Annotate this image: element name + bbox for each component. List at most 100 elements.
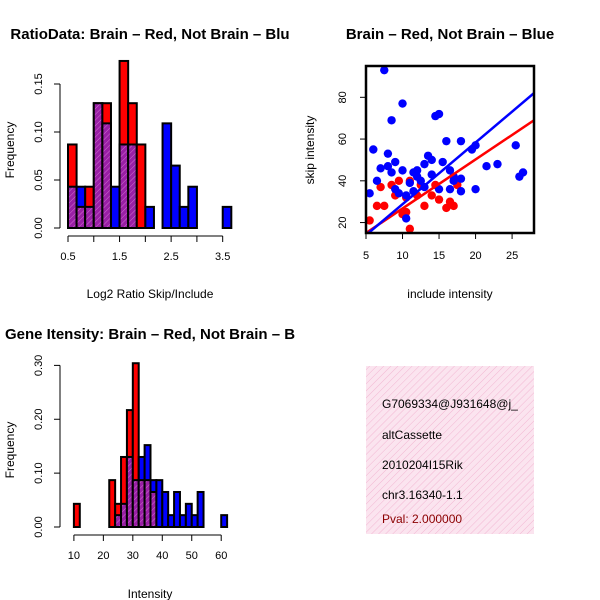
intensity-bar-15	[161, 490, 170, 528]
brain-point	[420, 201, 429, 211]
ratio-bar-12	[170, 164, 181, 230]
not-brain-point	[434, 184, 444, 194]
intensity-bar-25	[220, 514, 229, 528]
brain-fit-line	[366, 119, 534, 233]
ratio-bar-5	[109, 185, 121, 229]
ratio-overlap-bar-4	[101, 122, 112, 229]
scatter-frame	[364, 64, 536, 235]
brain-point	[434, 195, 444, 204]
gene-intensity-ylabel: Frequency	[3, 422, 17, 479]
scatter-x-tick-label: 10	[396, 250, 408, 262]
intensity-x-tick-label: 40	[156, 550, 168, 562]
brain-point	[449, 201, 458, 211]
intensity-y-tick-label: 0.10	[33, 462, 45, 483]
ratio-overlap-bar-3	[92, 102, 104, 229]
not-brain-point	[398, 166, 407, 175]
event-type: altCassette	[382, 428, 442, 442]
scatter-x-tick-label: 20	[469, 250, 481, 262]
not-brain-fit-line	[366, 92, 534, 233]
not-brain-point	[369, 145, 378, 154]
gene-intensity-xlabel: Intensity	[128, 587, 173, 600]
scatter-x-tick-label: 5	[363, 250, 369, 262]
ratio-bar-14	[187, 185, 198, 229]
pval-text: Pval: 2.000000	[382, 512, 462, 526]
not-brain-point	[405, 178, 415, 188]
ratio-y-tick-label: 0.05	[33, 169, 45, 190]
ratio-histogram-title: RatioData: Brain – Red, Not Brain – Blu	[10, 26, 289, 43]
brain-point	[376, 182, 385, 192]
ratio-x-tick-label: 1.5	[112, 251, 127, 263]
not-brain-point	[376, 164, 385, 173]
not-brain-point	[420, 159, 429, 169]
ratio-histogram-ylabel: Frequency	[3, 122, 17, 179]
intensity-bar-21	[196, 490, 205, 528]
scatter-y-tick-label: 80	[337, 91, 349, 103]
not-brain-point	[445, 184, 455, 194]
not-brain-point	[387, 168, 396, 177]
cluster-id: chr3.16340-1.1	[382, 488, 463, 502]
ratio-overlap-bar-0	[67, 185, 78, 229]
ratio-x-tick-label: 3.5	[215, 251, 230, 263]
intensity-x-tick-label: 30	[127, 550, 139, 562]
not-brain-point	[394, 189, 404, 198]
not-brain-point	[456, 136, 466, 146]
brain-point	[405, 224, 415, 233]
intensity-scatter-ylabel: skip intensity	[303, 116, 317, 185]
not-brain-point	[387, 116, 396, 125]
not-brain-point	[398, 99, 407, 108]
ratio-bar-11	[161, 122, 173, 229]
not-brain-point	[372, 176, 382, 186]
ratio-bar-8	[135, 143, 147, 229]
gene-info-background	[366, 366, 534, 534]
intensity-y-tick-label: 0.00	[33, 516, 45, 537]
not-brain-point	[511, 141, 520, 150]
not-brain-point	[442, 136, 451, 146]
ratio-overlap-bar-6	[118, 143, 130, 229]
gene-symbol: 2010204I15Rik	[382, 458, 464, 472]
intensity-x-tick-label: 50	[186, 550, 198, 562]
intensity-scatter: Brain – Red, Not Brain – Blue include in…	[303, 26, 554, 301]
not-brain-point	[383, 149, 393, 158]
not-brain-point	[366, 189, 374, 198]
not-brain-point	[401, 191, 411, 200]
not-brain-point	[471, 184, 480, 194]
brain-point	[394, 176, 404, 186]
brain-point	[427, 191, 436, 200]
scatter-x-tick-label: 15	[433, 250, 445, 262]
not-brain-point	[391, 157, 400, 167]
not-brain-point	[401, 214, 411, 223]
ratio-overlap-bar-1	[75, 205, 87, 230]
gene-intensity-title: Gene Itensity: Brain – Red, Not Brain – …	[5, 326, 295, 343]
not-brain-point	[416, 176, 425, 186]
brain-point	[366, 216, 374, 225]
ratio-overlap-bar-2	[84, 205, 95, 230]
not-brain-point	[434, 109, 444, 119]
intensity-y-tick-label: 0.20	[33, 409, 45, 430]
brain-point	[372, 201, 382, 211]
ratio-y-tick-label: 0.15	[33, 73, 45, 94]
ratio-x-tick-label: 2.5	[163, 251, 178, 263]
not-brain-point	[518, 168, 528, 177]
ratio-y-tick-label: 0.00	[33, 217, 45, 238]
not-brain-point	[456, 174, 466, 183]
not-brain-point	[427, 155, 436, 165]
brain-point	[401, 207, 411, 217]
not-brain-point	[456, 187, 466, 196]
ratio-overlap-bar-7	[127, 143, 138, 229]
intensity-scatter-title: Brain – Red, Not Brain – Blue	[346, 26, 554, 43]
ratio-histogram-xlabel: Log2 Ratio Skip/Include	[87, 287, 214, 301]
not-brain-point	[380, 66, 389, 75]
scatter-y-tick-label: 60	[337, 133, 349, 145]
not-brain-point	[412, 166, 422, 175]
intensity-bar-0	[72, 502, 81, 528]
not-brain-point	[383, 162, 393, 171]
ratio-bar-13	[178, 205, 190, 230]
not-brain-point	[438, 157, 447, 167]
not-brain-point	[482, 162, 491, 171]
ratio-x-tick-label: 0.5	[60, 251, 75, 263]
ratio-histogram: RatioData: Brain – Red, Not Brain – Blu …	[3, 26, 290, 301]
intensity-bar-17	[173, 490, 181, 528]
ratio-bar-18	[221, 205, 233, 230]
not-brain-point	[445, 166, 455, 175]
